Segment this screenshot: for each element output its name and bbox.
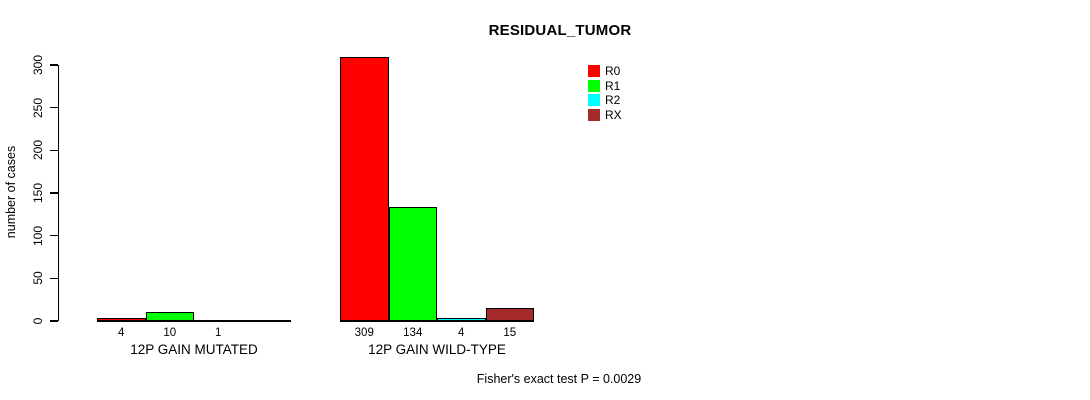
legend-label: R0 xyxy=(605,64,621,78)
y-tick-label: 100 xyxy=(31,225,45,246)
bar-value-label: 309 xyxy=(354,327,374,339)
y-tick-mark xyxy=(50,277,58,279)
legend-label: R2 xyxy=(605,93,621,107)
bar-r1 xyxy=(388,206,437,321)
legend-label: R1 xyxy=(605,78,621,93)
bar-value-label: 1 xyxy=(215,327,222,339)
y-tick-mark xyxy=(50,149,58,151)
legend-swatch-icon xyxy=(588,65,600,77)
bar-value-label: 4 xyxy=(458,327,465,339)
y-axis-label: number of cases xyxy=(4,145,18,239)
bar-value-label: 10 xyxy=(163,327,177,339)
x-axis-baseline xyxy=(340,320,534,322)
chart-title: RESIDUAL_TUMOR xyxy=(488,22,632,39)
bar-r2 xyxy=(194,319,243,322)
bar-value-label: 134 xyxy=(403,327,423,339)
y-tick-label: 0 xyxy=(31,317,45,325)
legend-swatch-icon xyxy=(588,79,600,92)
bar-r1 xyxy=(145,312,194,321)
legend-item-r1: R1 xyxy=(588,78,622,93)
stat-annotation: Fisher's exact test P = 0.0029 xyxy=(476,372,642,386)
y-tick-label: 150 xyxy=(31,182,45,204)
legend-item-rx: RX xyxy=(588,107,622,122)
legend: R0 R1 R2 RX xyxy=(588,65,622,121)
legend-item-r2: R2 xyxy=(588,94,622,106)
legend-item-r0: R0 xyxy=(588,65,622,77)
group-label: 12P GAIN MUTATED xyxy=(130,342,258,357)
group-label: 12P GAIN WILD-TYPE xyxy=(368,342,506,357)
bar-value-label: 15 xyxy=(503,327,517,339)
y-tick-label: 250 xyxy=(31,97,45,118)
y-tick-label: 300 xyxy=(31,54,45,76)
y-tick-label: 50 xyxy=(31,271,45,286)
legend-label: RX xyxy=(605,107,622,122)
bar-r2 xyxy=(437,317,486,321)
bar-rx xyxy=(485,308,534,321)
y-tick-mark xyxy=(50,64,58,66)
legend-swatch-icon xyxy=(588,94,600,106)
y-tick-mark xyxy=(50,235,58,237)
y-tick-mark xyxy=(50,320,58,322)
legend-swatch-icon xyxy=(588,108,600,121)
y-tick-label: 200 xyxy=(31,140,45,161)
y-tick-mark xyxy=(50,107,58,109)
bar-r0 xyxy=(97,317,146,321)
bar-value-label: 4 xyxy=(118,327,125,339)
bar-r0 xyxy=(340,57,389,321)
y-axis-line xyxy=(58,65,60,321)
y-tick-mark xyxy=(50,192,58,194)
